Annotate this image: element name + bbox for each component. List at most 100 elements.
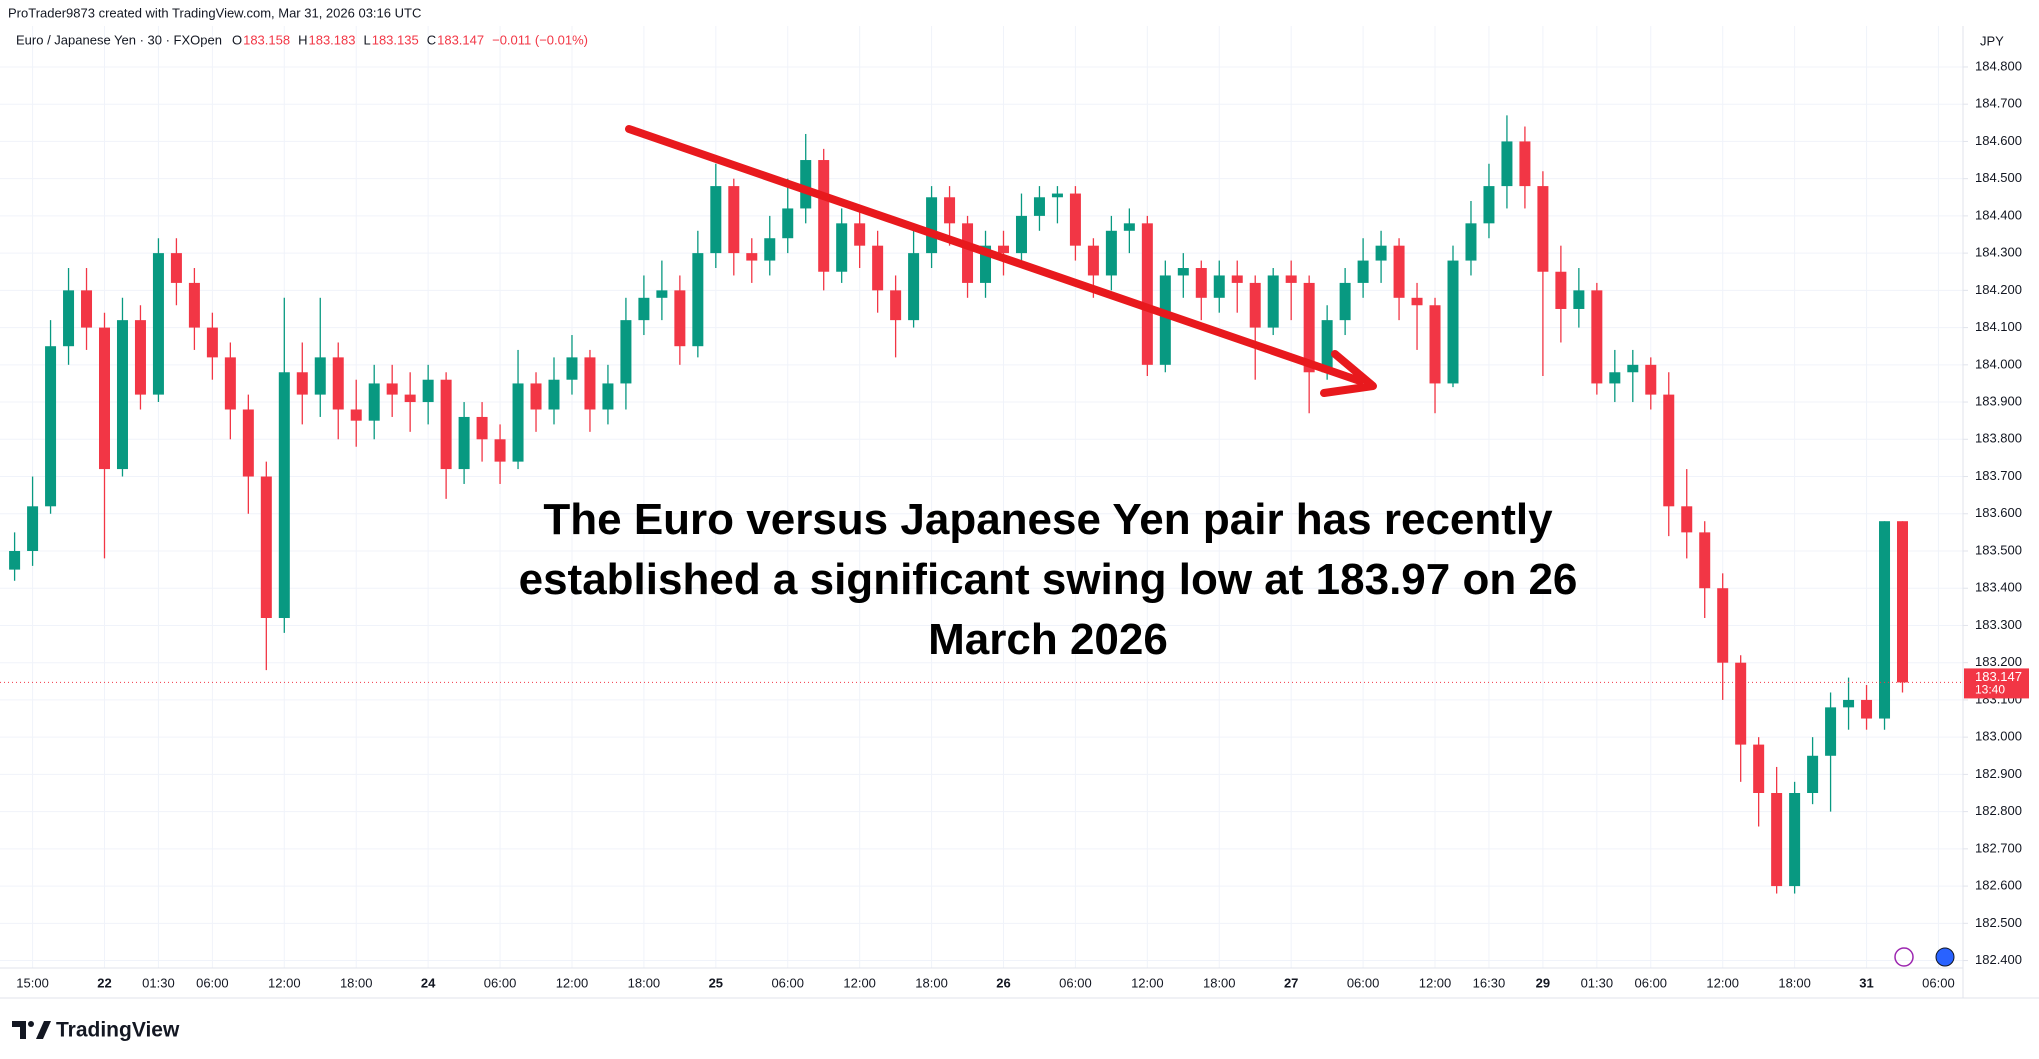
candle-body (1303, 282, 1315, 373)
candle-body (800, 160, 812, 209)
y-tick-label: 183.700 (1975, 468, 2022, 483)
candle-body (656, 290, 668, 298)
candle-body (1015, 215, 1027, 254)
candle-body (1105, 230, 1117, 276)
candle-body (1321, 320, 1333, 373)
candle-body (1033, 197, 1045, 216)
candle-body (404, 394, 416, 403)
candle-body (728, 186, 740, 254)
candle-body (206, 327, 218, 358)
candle-body (494, 439, 506, 462)
candle-body (620, 320, 632, 384)
x-tick-label: 12:00 (1131, 975, 1164, 990)
y-tick-label: 183.400 (1975, 580, 2022, 595)
y-tick-label: 184.800 (1975, 58, 2022, 73)
x-tick-label: 06:00 (771, 975, 804, 990)
x-tick-label: 18:00 (1203, 975, 1236, 990)
ohlc-readout: O 183.158 H 183.183 L 183.135 C 183.147 −0.011 (… (232, 32, 588, 47)
candle-body (1663, 394, 1675, 507)
candle-body (1393, 245, 1405, 298)
credit: ProTrader9873 created with TradingView.c… (8, 5, 421, 20)
candle-body (1375, 245, 1387, 261)
candle-body (152, 253, 164, 395)
candle-body (278, 372, 290, 619)
x-tick-label: 06:00 (1347, 975, 1380, 990)
candle-body (944, 197, 956, 224)
logo-mark (36, 1021, 51, 1039)
candle-body (710, 186, 722, 254)
candle-body (890, 290, 902, 321)
candle-body (1699, 532, 1711, 589)
logo-dot (28, 1021, 34, 1027)
candle-body (1411, 297, 1423, 306)
x-tick-label: 18:00 (628, 975, 661, 990)
candle-body (1627, 364, 1639, 373)
y-tick-label: 183.000 (1975, 729, 2022, 744)
ohlc-key: H (298, 32, 307, 47)
y-tick-label: 183.600 (1975, 505, 2022, 520)
y-tick-label: 182.500 (1975, 915, 2022, 930)
y-tick-label: 184.000 (1975, 356, 2022, 371)
y-tick-label: 182.900 (1975, 766, 2022, 781)
last-price-label: 183.147 (1975, 669, 2022, 684)
candle-body (1861, 699, 1873, 719)
x-tick-label: 18:00 (1778, 975, 1811, 990)
candle-body (998, 245, 1009, 254)
alert-icon[interactable] (1894, 947, 1914, 967)
ohlc-key: O (232, 32, 242, 47)
candle-body (1645, 364, 1657, 395)
trend-arrow (625, 125, 1364, 385)
candle-body (1609, 372, 1621, 384)
candle-body (1285, 275, 1297, 283)
candle-body (1429, 305, 1441, 384)
ohlc-value: 183.135 (372, 32, 419, 47)
last-price-box (1964, 668, 2029, 699)
x-tick-label: 15:00 (16, 975, 49, 990)
candle-body (1789, 793, 1801, 887)
candle-body (1897, 521, 1908, 683)
candle-body (1879, 521, 1891, 719)
x-tick-label: 06:00 (1059, 975, 1092, 990)
candle-body (1177, 268, 1189, 276)
ohlc-change: −0.011 (−0.01%) (492, 32, 588, 47)
candles (9, 115, 1908, 894)
x-tick-label: 12:00 (1706, 975, 1739, 990)
candle-body (386, 383, 398, 395)
candle-body (188, 282, 200, 328)
candle-body (27, 506, 39, 551)
candle-body (962, 223, 974, 283)
candle-body (1159, 275, 1171, 365)
candle-body (782, 208, 794, 239)
candle-body (314, 357, 326, 395)
candle-body (980, 245, 992, 283)
candle-body (1555, 271, 1567, 309)
candle-body (458, 416, 470, 470)
candle-body (1681, 506, 1693, 533)
candle-body (926, 197, 938, 254)
y-tick-label: 184.700 (1975, 96, 2022, 111)
candle-body (99, 327, 110, 470)
candle-body (368, 383, 380, 421)
x-tick-label: 16:30 (1473, 975, 1506, 990)
ohlc-key: L (363, 32, 370, 47)
candle-body (530, 383, 542, 410)
candle-body (1123, 223, 1135, 231)
logo-mark (12, 1021, 26, 1039)
y-tick-label: 182.600 (1975, 878, 2022, 893)
candle-body (548, 379, 560, 410)
candle-body (584, 357, 596, 410)
candle-body (1087, 245, 1099, 276)
candle-body (296, 372, 308, 395)
y-tick-label: 184.100 (1975, 319, 2022, 334)
x-tick-label: 18:00 (915, 975, 948, 990)
candle-body (1339, 282, 1351, 321)
candle-body (764, 238, 776, 261)
candle-body (224, 357, 236, 410)
candle-body (476, 416, 488, 440)
candle-body (9, 550, 21, 570)
candle-body (908, 253, 920, 321)
globe-icon[interactable] (1935, 947, 1955, 967)
x-tick-label: 24 (421, 975, 436, 990)
x-tick-label: 26 (996, 975, 1010, 990)
y-tick-label: 183.200 (1975, 654, 2022, 669)
